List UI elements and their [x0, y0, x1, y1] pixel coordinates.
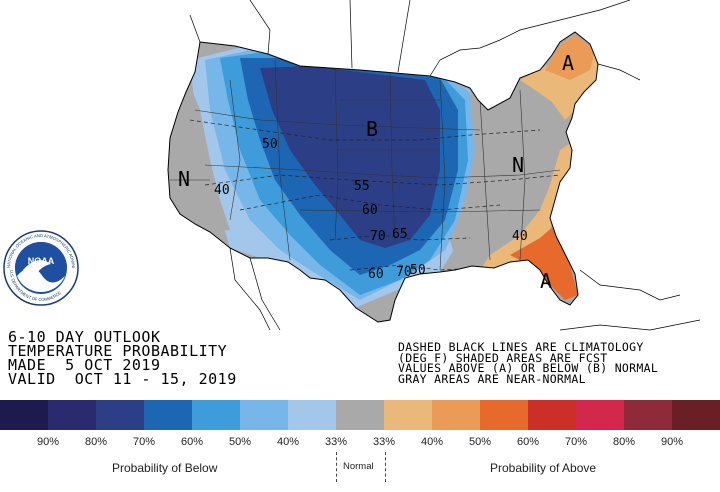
legend-swatch — [144, 400, 193, 430]
state-borders — [170, 59, 561, 271]
legend-swatch — [240, 400, 289, 430]
legend-percent: 80% — [612, 436, 636, 448]
climo-label: 50 — [410, 263, 426, 278]
legend-percent: 90% — [36, 436, 60, 448]
climo-label: 65 — [392, 227, 408, 242]
legend-swatch — [432, 400, 481, 430]
legend-swatch — [0, 400, 49, 430]
legend-percent: 80% — [84, 436, 108, 448]
temperature-outlook-map: B A A N N 50 40 55 60 70 65 60 70 50 40 … — [3, 0, 701, 331]
legend-swatch — [336, 400, 385, 430]
outlook-title: 6-10 DAY OUTLOOK TEMPERATURE PROBABILITY… — [8, 328, 237, 388]
title-line: TEMPERATURE PROBABILITY — [8, 342, 228, 360]
legend-percent: 60% — [180, 436, 204, 448]
us-outline — [167, 31, 599, 323]
legend-percent: 70% — [564, 436, 588, 448]
climatology-lines — [189, 119, 561, 271]
legend-swatch — [48, 400, 97, 430]
legend-percent: 40% — [276, 436, 300, 448]
below-caption: Probability of Below — [112, 461, 218, 475]
country-borders — [189, 0, 701, 331]
normal-divider-right — [385, 452, 386, 482]
note-line: (DEG F) SHADED AREAS ARE FCST — [398, 350, 608, 365]
legend-swatch — [480, 400, 529, 430]
climo-label: 70 — [396, 265, 412, 280]
legend-percent: 60% — [516, 436, 540, 448]
legend-swatch — [192, 400, 241, 430]
legend-swatch — [96, 400, 145, 430]
note-line: VALUES ABOVE (A) OR BELOW (B) NORMAL — [398, 361, 659, 375]
climo-label: 50 — [262, 137, 278, 152]
legend-percent: 33% — [324, 436, 348, 448]
above-marker-northeast: A — [562, 51, 574, 75]
climo-label: 40 — [512, 229, 528, 244]
legend-percent: 90% — [660, 436, 684, 448]
legend-swatch — [624, 400, 673, 430]
legend-percent: 70% — [132, 436, 156, 448]
logo-text: NOAA — [28, 256, 55, 266]
title-line: MADE 5 OCT 2019 — [8, 356, 161, 374]
legend-percent: 40% — [420, 436, 444, 448]
legend-percent: 50% — [228, 436, 252, 448]
legend-percent: 33% — [372, 436, 396, 448]
title-line: 6-10 DAY OUTLOOK — [8, 328, 161, 346]
below-marker: B — [366, 117, 378, 141]
legend-swatch — [672, 400, 720, 430]
climo-label: 70 — [370, 229, 386, 244]
climo-label: 55 — [354, 179, 370, 194]
above-caption: Probability of Above — [490, 461, 597, 475]
normal-caption: Normal — [343, 461, 374, 472]
above-marker-florida: A — [540, 269, 552, 293]
noaa-logo: NOAA NATIONAL OCEANIC AND ATMOSPHERIC AD… — [3, 230, 79, 306]
climo-label: 60 — [362, 203, 378, 218]
note-line: GRAY AREAS ARE NEAR-NORMAL — [398, 371, 586, 386]
note-line: DASHED BLACK LINES ARE CLIMATOLOGY — [398, 340, 644, 354]
legend-swatch — [576, 400, 625, 430]
climo-label: 40 — [214, 183, 230, 198]
legend-percent: 50% — [468, 436, 492, 448]
normal-marker-east: N — [512, 153, 524, 177]
legend-swatch — [384, 400, 433, 430]
climo-label: 60 — [368, 267, 384, 282]
legend-swatch — [288, 400, 337, 430]
title-line: VALID OCT 11 - 15, 2019 — [8, 370, 237, 388]
legend-swatch — [528, 400, 577, 430]
probability-legend — [0, 400, 720, 492]
normal-divider-left — [336, 452, 337, 482]
normal-marker-west: N — [178, 167, 190, 191]
map-notes: DASHED BLACK LINES ARE CLIMATOLOGY (DEG … — [398, 342, 658, 384]
